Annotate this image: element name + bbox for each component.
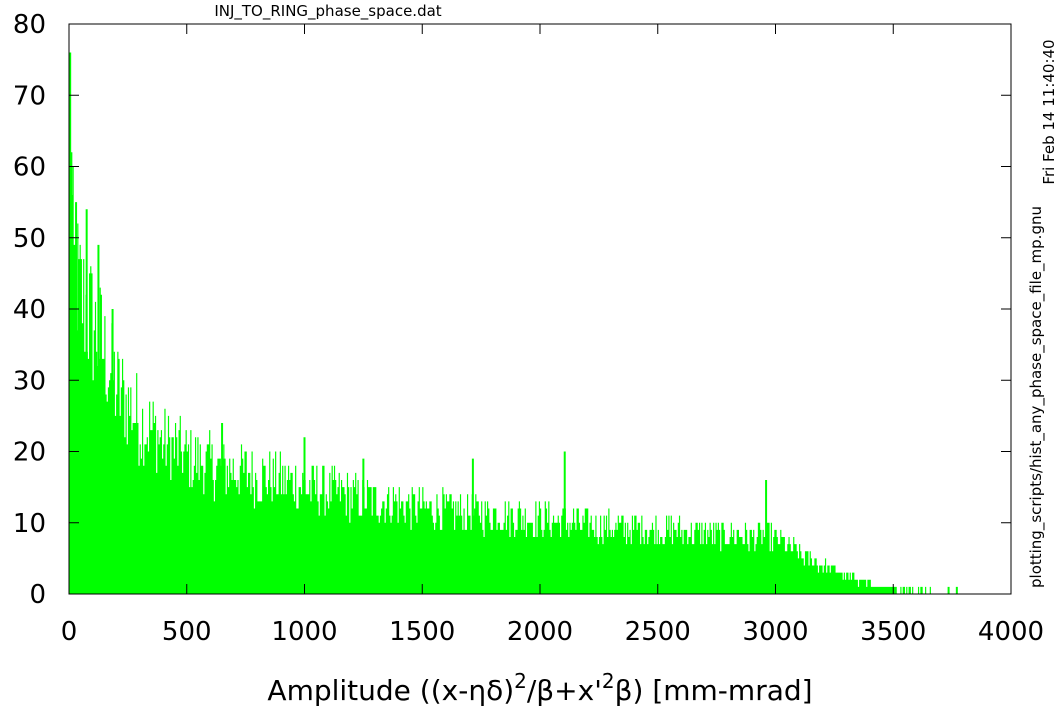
histogram-peak-bar [955,586,958,594]
timestamp-label: Fri Feb 14 11:40:40 [1040,39,1058,184]
histogram-peak-bar [97,244,100,594]
x-tick-label: 500 [162,617,212,647]
x-tick-labels: 0 500 1000 1500 2000 2500 3000 3500 4000 [61,617,1044,647]
y-tick-label: 20 [13,438,46,468]
x-tick-label: 1000 [271,617,337,647]
y-tick-labels: 0 10 20 30 40 50 60 70 80 [13,10,46,610]
y-tick-label: 30 [13,366,46,396]
histogram-peak-bar [765,480,768,594]
x-tick-label: 3500 [860,617,926,647]
y-tick-label: 0 [29,580,46,610]
histogram-peak-bar [471,458,474,594]
histogram-peak-bar [85,209,88,594]
x-axis-title: Amplitude ((x-ηδ)2/β+x'2β) [mm-mrad] [267,669,812,707]
y-tick-label: 10 [13,509,46,539]
histogram-peak-bar [221,423,224,594]
x-tick-label: 2000 [507,617,573,647]
histogram-peak-bar [563,451,566,594]
y-tick-label: 80 [13,10,46,40]
histogram-bars [69,52,958,594]
histogram-peak-bar [111,309,114,594]
x-tick-label: 2500 [625,617,691,647]
histogram-bins [69,81,931,594]
histogram-peak-bar [947,586,950,594]
x-tick-label: 4000 [978,617,1044,647]
chart-title: INJ_TO_RING_phase_space.dat [214,2,441,21]
histogram-peak-bar [362,458,365,594]
histogram-peak-bar [303,437,306,594]
y-tick-label: 40 [13,295,46,325]
y-tick-label: 70 [13,81,46,111]
y-tick-label: 50 [13,224,46,254]
x-tick-label: 3000 [742,617,808,647]
y-tick-label: 60 [13,153,46,183]
x-tick-label: 1500 [389,617,455,647]
histogram-peak-bar [75,202,78,594]
axis-ticks [68,23,1012,595]
histogram-peak-bar [70,152,73,594]
x-tick-label: 0 [61,617,78,647]
histogram-peak-bar [69,52,72,594]
script-name-label: plotting_scripts/hist_any_phase_space_fi… [1027,206,1046,588]
